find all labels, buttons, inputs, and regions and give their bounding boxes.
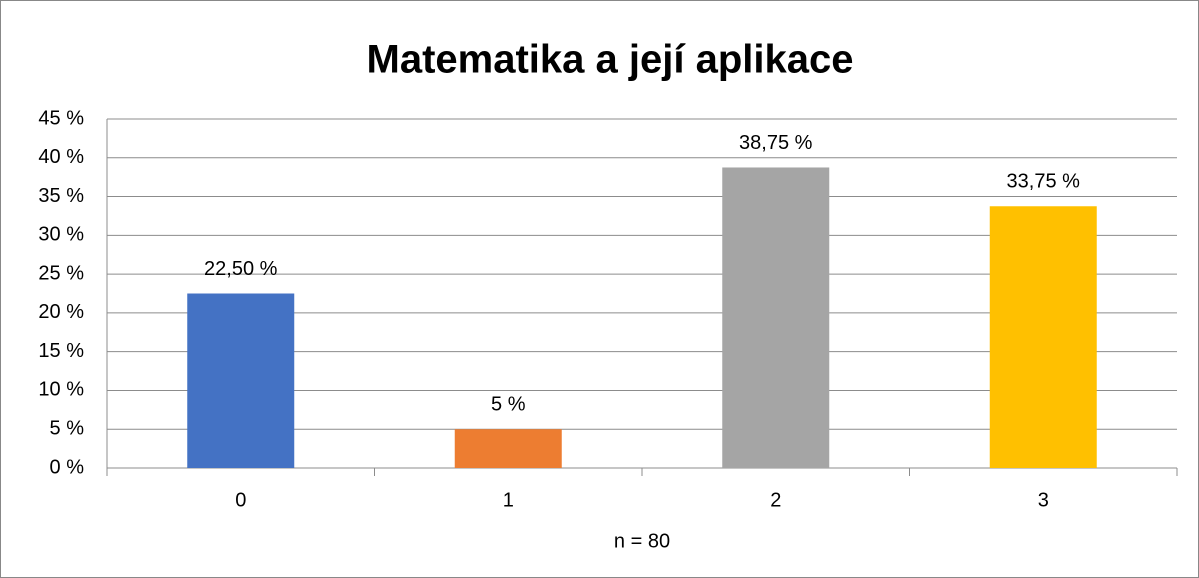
x-tick-label: 3: [1038, 489, 1049, 511]
value-label: 5 %: [491, 394, 526, 416]
x-axis-label: n = 80: [614, 530, 670, 552]
value-label: 33,75 %: [1007, 171, 1081, 193]
x-tick-label: 1: [503, 489, 514, 511]
y-tick-label: 45 %: [38, 107, 84, 129]
y-tick-label: 20 %: [38, 301, 84, 323]
y-tick-label: 15 %: [38, 340, 84, 362]
value-label: 22,50 %: [204, 258, 278, 280]
bar: [722, 167, 830, 468]
value-label: 38,75 %: [739, 132, 813, 154]
y-tick-label: 0 %: [50, 456, 85, 478]
x-tick-label: 2: [770, 489, 781, 511]
bar: [187, 293, 295, 468]
y-tick-label: 40 %: [38, 146, 84, 168]
y-tick-label: 10 %: [38, 379, 84, 401]
chart-title: Matematika a její aplikace: [367, 38, 854, 82]
y-tick-label: 5 %: [50, 418, 85, 440]
y-tick-label: 30 %: [38, 224, 84, 246]
y-tick-label: 25 %: [38, 262, 84, 284]
x-tick-label: 0: [235, 489, 246, 511]
bar: [989, 206, 1097, 468]
y-tick-label: 35 %: [38, 185, 84, 207]
bar: [454, 429, 562, 468]
